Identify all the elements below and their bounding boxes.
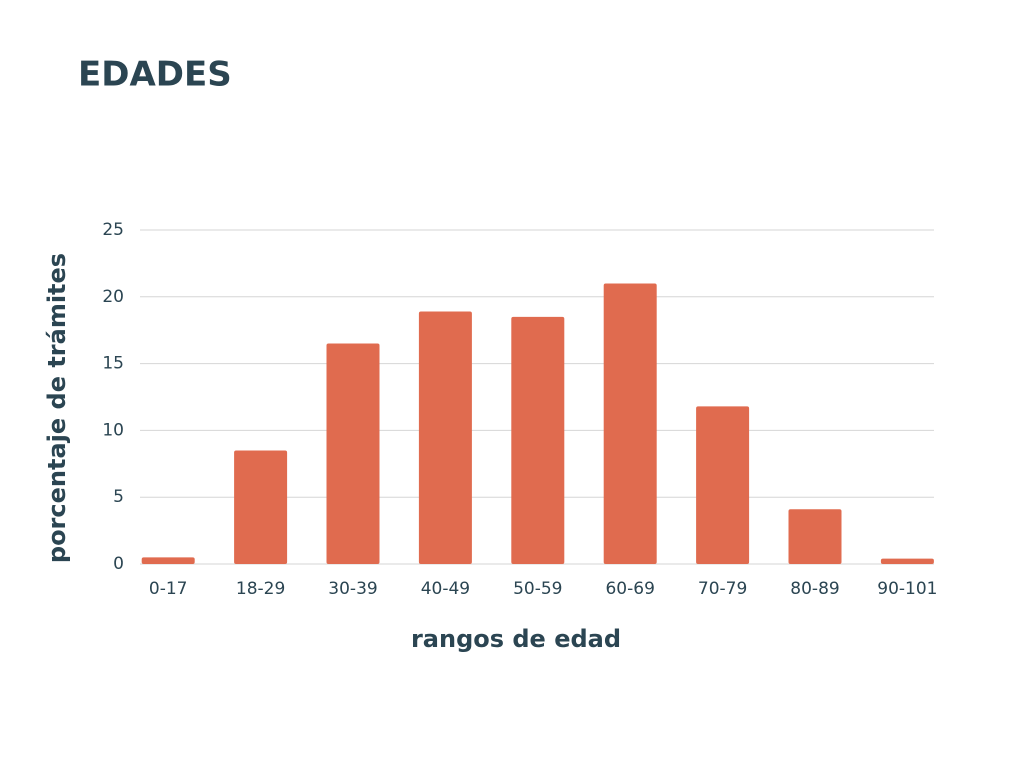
x-tick-label: 70-79 xyxy=(698,579,747,599)
y-tick-label: 20 xyxy=(102,287,124,307)
x-tick-label: 18-29 xyxy=(236,579,285,599)
x-tick-label: 50-59 xyxy=(513,579,562,599)
y-axis-title: porcentaje de trámites xyxy=(43,253,71,563)
x-tick-label: 80-89 xyxy=(790,579,839,599)
y-tick-label: 0 xyxy=(113,554,124,574)
bar xyxy=(880,558,934,564)
x-tick-label: 60-69 xyxy=(605,579,654,599)
bar xyxy=(603,283,657,564)
bar xyxy=(511,316,565,564)
bar xyxy=(696,406,750,564)
x-tick-label: 0-17 xyxy=(149,579,188,599)
x-tick-label: 90-101 xyxy=(877,579,937,599)
chart-title: EDADES xyxy=(78,55,232,95)
x-axis-title: rangos de edad xyxy=(411,625,621,653)
x-tick-label: 30-39 xyxy=(328,579,377,599)
x-tick-label: 40-49 xyxy=(421,579,470,599)
y-tick-label: 15 xyxy=(102,354,124,374)
bar xyxy=(326,343,380,564)
y-tick-label: 5 xyxy=(113,487,124,507)
bar xyxy=(141,557,195,564)
y-tick-label: 25 xyxy=(102,220,124,240)
bar xyxy=(788,509,842,564)
bar xyxy=(234,450,288,564)
bar xyxy=(418,311,472,564)
y-tick-label: 10 xyxy=(102,420,124,440)
